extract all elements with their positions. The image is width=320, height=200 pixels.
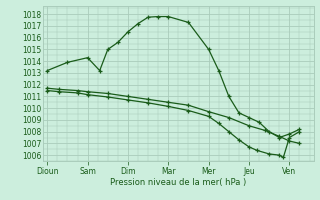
X-axis label: Pression niveau de la mer( hPa ): Pression niveau de la mer( hPa ) [110, 178, 246, 187]
